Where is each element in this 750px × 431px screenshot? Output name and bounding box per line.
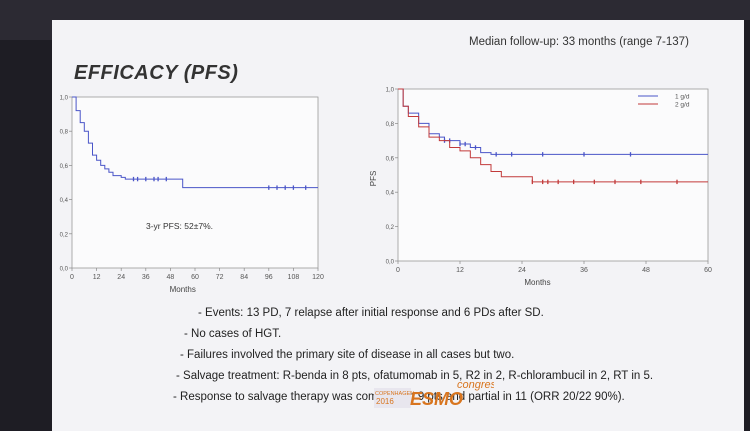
y-tick-label: 0,6	[60, 164, 69, 170]
x-tick-label: 12	[93, 274, 101, 281]
x-tick-label: 72	[216, 274, 224, 281]
pfs-chart-1: 0,0 0,2 0,4 0,6 0,8 1,0 0 12 24 36 48 60 72 84 96 108 12…	[60, 96, 324, 295]
x-tick-label: 60	[704, 267, 712, 274]
esmo-congress-logo: COPENHAGEN 2016 ESMO congress	[374, 379, 494, 409]
presentation-slide: Median follow-up: 33 months (range 7-137…	[52, 20, 744, 431]
logo-brand: ESMO	[410, 389, 463, 409]
logo-suffix: congress	[457, 379, 494, 391]
y-tick-label: 0,2	[60, 232, 69, 238]
km-curve	[398, 88, 708, 183]
x-tick-label: 108	[288, 274, 300, 281]
annotation-text: 3-yr PFS: 52±7%.	[146, 221, 213, 231]
logo-city: COPENHAGEN	[375, 391, 414, 397]
pfs-chart-2: 0,0 0,2 0,4 0,6 0,8 1,0 0 12 24 36 48 60 Months PFS 1 …	[369, 88, 712, 288]
x-tick-label: 120	[312, 274, 324, 281]
x-tick-label: 24	[518, 267, 526, 274]
plot-frame	[397, 88, 709, 262]
y-tick-label: 0,4	[60, 198, 69, 204]
x-tick-label: 12	[456, 267, 464, 274]
bullet-list: - Events: 13 PD, 7 relapse after initial…	[170, 303, 730, 408]
y-tick-label: 0,6	[386, 156, 395, 162]
x-axis-label: Months	[170, 285, 196, 294]
y-axis-label: PFS	[369, 171, 378, 187]
x-tick-label: 48	[167, 274, 175, 281]
x-tick-label: 84	[240, 274, 248, 281]
bullet-item: - No cases of HGT.	[184, 328, 282, 340]
x-tick-label: 96	[265, 274, 273, 281]
y-tick-label: 0,2	[386, 225, 395, 231]
chart-overall-pfs: 0,0 0,2 0,4 0,6 0,8 1,0 0 12 24 36 48 60 72 84 96 108 12…	[60, 88, 712, 295]
follow-up-note: Median follow-up: 33 months (range 7-137…	[469, 36, 689, 48]
x-tick-label: 48	[642, 267, 650, 274]
plot-frame	[71, 96, 319, 269]
legend-label: 2 g/d	[675, 102, 690, 109]
logo-year: 2016	[376, 397, 394, 406]
y-tick-label: 1,0	[60, 96, 69, 102]
x-tick-label: 36	[580, 267, 588, 274]
y-tick-label: 0,4	[386, 191, 395, 197]
bullet-item: - Salvage treatment: R-benda in 8 pts, o…	[176, 370, 654, 382]
y-tick-label: 0,0	[60, 267, 69, 273]
x-tick-label: 60	[191, 274, 199, 281]
x-tick-label: 0	[70, 274, 74, 281]
legend-label: 1 g/d	[675, 94, 690, 101]
x-tick-label: 0	[396, 267, 400, 274]
y-tick-label: 0,8	[60, 130, 69, 136]
y-tick-label: 0,8	[386, 122, 395, 128]
y-tick-label: 1,0	[386, 88, 395, 94]
x-tick-label: 24	[117, 274, 125, 281]
slide-title: EFFICACY (PFS)	[74, 62, 239, 84]
bullet-item: - Events: 13 PD, 7 relapse after initial…	[198, 307, 544, 319]
x-axis-label: Months	[524, 278, 550, 287]
y-tick-label: 0,0	[386, 260, 395, 266]
bullet-item: - Failures involved the primary site of …	[180, 349, 515, 361]
x-tick-label: 36	[142, 274, 150, 281]
